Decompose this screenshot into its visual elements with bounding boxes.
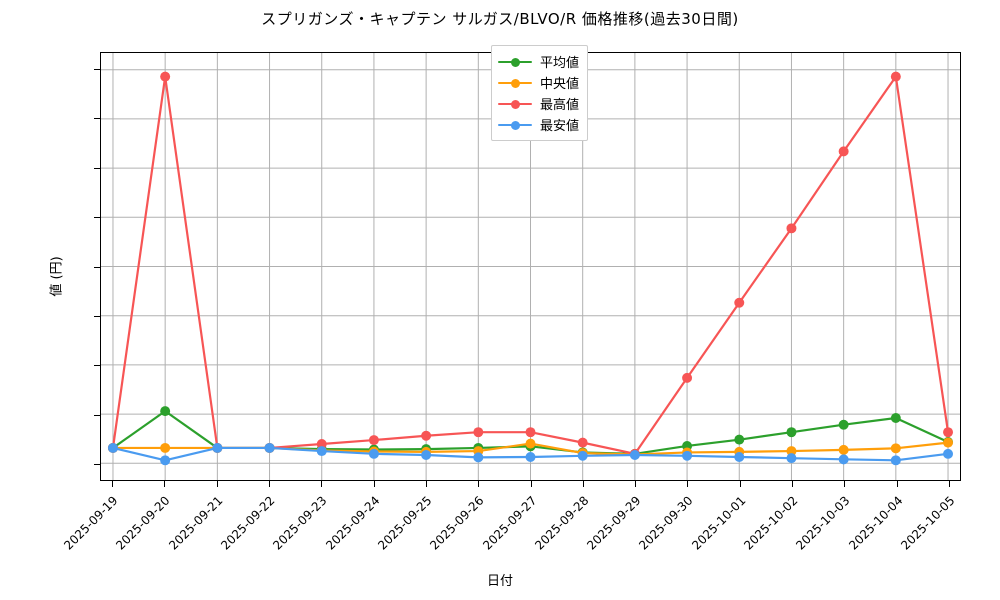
data-point-marker bbox=[473, 452, 484, 463]
x-tick-mark bbox=[635, 481, 637, 487]
data-series-layer bbox=[107, 71, 954, 466]
data-point-marker bbox=[943, 448, 954, 459]
data-point-marker bbox=[160, 442, 171, 453]
x-axis-label: 日付 bbox=[486, 574, 513, 589]
x-tick-mark bbox=[530, 481, 532, 487]
data-point-marker bbox=[264, 442, 275, 453]
data-point-marker bbox=[525, 438, 536, 449]
data-point-marker bbox=[734, 452, 745, 462]
x-tick-mark bbox=[268, 481, 270, 487]
legend-item-2[interactable]: 中央値 bbox=[498, 72, 579, 93]
data-point-marker bbox=[838, 454, 849, 465]
data-point-marker bbox=[682, 450, 693, 461]
data-point-marker bbox=[629, 450, 640, 460]
data-point-marker bbox=[734, 297, 745, 308]
x-tick-mark bbox=[582, 481, 584, 487]
data-point-marker bbox=[368, 448, 379, 459]
y-tick-mark bbox=[94, 68, 100, 70]
data-point-marker bbox=[316, 439, 327, 449]
chart-title: スプリガンズ・キャプテン サルガス/BLVO/R 価格推移(過去30日間) bbox=[261, 10, 739, 28]
x-tick-mark bbox=[739, 481, 741, 487]
y-tick-mark bbox=[94, 365, 100, 367]
legend-marker-icon bbox=[498, 98, 532, 110]
data-point-marker bbox=[786, 453, 797, 464]
x-tick-mark bbox=[216, 481, 218, 487]
legend-item-3[interactable]: 最高値 bbox=[498, 93, 579, 114]
data-point-marker bbox=[473, 427, 484, 438]
data-point-marker bbox=[943, 427, 954, 438]
y-tick-mark bbox=[94, 118, 100, 120]
data-point-marker bbox=[734, 434, 745, 445]
data-point-marker bbox=[682, 372, 693, 383]
data-point-marker bbox=[577, 437, 588, 448]
x-tick-mark bbox=[164, 481, 166, 487]
data-point-marker bbox=[838, 146, 849, 157]
data-point-marker bbox=[786, 446, 797, 457]
y-tick-mark bbox=[94, 414, 100, 416]
x-tick-mark bbox=[478, 481, 480, 487]
x-tick-mark bbox=[321, 481, 323, 487]
data-point-marker bbox=[838, 444, 849, 455]
data-point-marker bbox=[107, 442, 118, 453]
data-point-marker bbox=[160, 406, 171, 417]
series-4 bbox=[107, 442, 954, 466]
data-point-marker bbox=[525, 427, 536, 438]
x-tick-mark bbox=[896, 481, 898, 487]
grid-lines bbox=[101, 53, 960, 480]
data-point-marker bbox=[890, 71, 901, 82]
x-tick-mark bbox=[792, 481, 794, 487]
x-tick-mark bbox=[687, 481, 689, 487]
x-tick-mark bbox=[425, 481, 427, 487]
y-axis-label: 値 (円) bbox=[49, 256, 65, 297]
data-point-marker bbox=[890, 413, 901, 423]
x-tick-mark bbox=[949, 481, 950, 487]
legend-marker-icon bbox=[498, 56, 532, 68]
data-point-marker bbox=[786, 223, 797, 234]
y-tick-mark bbox=[94, 464, 100, 466]
chart-legend[interactable]: 平均値中央値最高値最安値 bbox=[491, 45, 589, 141]
data-point-marker bbox=[421, 430, 432, 441]
data-point-marker bbox=[890, 443, 901, 454]
y-tick-mark bbox=[94, 315, 100, 317]
y-tick-mark bbox=[94, 167, 100, 169]
legend-label: 中央値 bbox=[540, 77, 580, 92]
x-tick-mark bbox=[373, 481, 375, 487]
data-point-marker bbox=[577, 450, 588, 461]
legend-marker-icon bbox=[498, 119, 532, 131]
data-point-marker bbox=[368, 435, 379, 446]
y-tick-mark bbox=[94, 217, 100, 219]
legend-item-1[interactable]: 平均値 bbox=[498, 51, 579, 72]
data-point-marker bbox=[212, 442, 223, 453]
data-point-marker bbox=[838, 419, 849, 430]
data-point-marker bbox=[943, 437, 954, 448]
y-tick-mark bbox=[94, 266, 100, 268]
data-point-marker bbox=[316, 446, 327, 457]
data-point-marker bbox=[890, 455, 901, 466]
data-point-marker bbox=[160, 71, 171, 82]
legend-item-4[interactable]: 最安値 bbox=[498, 114, 579, 135]
data-point-marker bbox=[160, 455, 171, 466]
legend-label: 平均値 bbox=[540, 56, 580, 71]
legend-label: 最高値 bbox=[540, 98, 580, 113]
legend-label: 最安値 bbox=[540, 119, 580, 134]
legend-marker-icon bbox=[498, 77, 532, 89]
data-point-marker bbox=[421, 450, 432, 460]
data-point-marker bbox=[525, 452, 536, 462]
x-tick-mark bbox=[844, 481, 846, 487]
x-tick-mark bbox=[112, 481, 113, 487]
data-point-marker bbox=[786, 427, 797, 438]
